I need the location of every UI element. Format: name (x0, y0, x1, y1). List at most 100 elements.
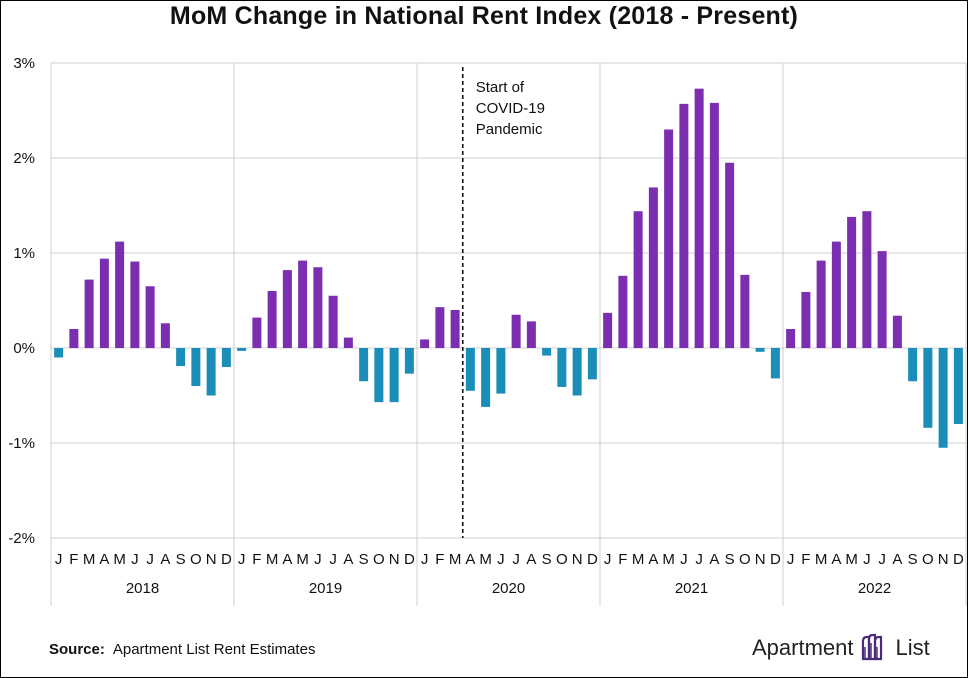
month-tick-label: M (266, 551, 279, 568)
year-label: 2022 (858, 580, 891, 597)
bar (221, 348, 231, 367)
bar (404, 348, 414, 374)
bar (511, 314, 521, 348)
bar (313, 267, 323, 348)
grid-layer (50, 62, 967, 606)
month-tick-label: N (938, 551, 949, 568)
month-tick-label: N (572, 551, 583, 568)
month-tick-label: S (542, 551, 552, 568)
month-tick-label: J (878, 551, 886, 568)
bar (435, 307, 445, 348)
bar (557, 348, 567, 387)
y-tick-label: 3% (13, 55, 35, 72)
bar (770, 348, 780, 379)
bar (633, 211, 643, 348)
month-tick-label: F (801, 551, 810, 568)
month-tick-label: A (831, 551, 841, 568)
month-tick-label: M (845, 551, 858, 568)
year-label: 2021 (675, 580, 708, 597)
month-tick-label: D (404, 551, 415, 568)
month-tick-label: J (604, 551, 612, 568)
year-label: 2020 (492, 580, 525, 597)
bar (587, 348, 597, 380)
bar (862, 211, 872, 348)
month-tick-label: A (648, 551, 658, 568)
month-tick-label: N (206, 551, 217, 568)
bar (664, 129, 674, 348)
bar (725, 162, 735, 348)
month-tick-label: A (709, 551, 719, 568)
month-tick-label: A (343, 551, 353, 568)
y-tick-label: 1% (13, 245, 35, 262)
month-tick-label: M (632, 551, 645, 568)
bar (740, 274, 750, 348)
year-label: 2018 (126, 580, 159, 597)
month-tick-label: O (556, 551, 568, 568)
bar (267, 291, 277, 348)
month-tick-label: M (296, 551, 309, 568)
bar (679, 103, 689, 348)
bar (542, 348, 552, 356)
month-tick-label: N (755, 551, 766, 568)
month-tick-label: J (497, 551, 505, 568)
bar (877, 251, 887, 348)
month-tick-label: D (953, 551, 964, 568)
month-tick-label: J (314, 551, 322, 568)
annotation-layer: Start of COVID-19 Pandemic (461, 67, 545, 538)
month-tick-label: D (770, 551, 781, 568)
bar (374, 348, 384, 403)
bar (115, 241, 125, 348)
y-tick-label: 0% (13, 340, 35, 357)
month-tick-label: S (176, 551, 186, 568)
month-tick-label: M (479, 551, 492, 568)
month-tick-label: D (587, 551, 598, 568)
bar (481, 348, 491, 407)
month-tick-label: A (99, 551, 109, 568)
month-tick-label: M (662, 551, 675, 568)
bar (618, 275, 628, 348)
month-tick-label: M (113, 551, 126, 568)
year-label: 2019 (309, 580, 342, 597)
bar (801, 291, 811, 348)
bar (938, 348, 948, 448)
bar (145, 286, 155, 348)
bar (176, 348, 186, 367)
bar (343, 337, 353, 348)
bar (160, 323, 170, 348)
month-tick-label: J (329, 551, 337, 568)
bar (465, 348, 475, 391)
y-tick-label: -2% (8, 530, 35, 547)
month-tick-label: F (618, 551, 627, 568)
y-tick-label: -1% (8, 435, 35, 452)
month-tick-label: J (695, 551, 703, 568)
bar (359, 348, 369, 382)
bar (953, 348, 963, 424)
bar (252, 317, 262, 348)
bar (420, 339, 430, 348)
logo-word-list: List (895, 635, 930, 660)
bar (450, 310, 460, 348)
bar (298, 260, 308, 348)
annotation-label: Start of (476, 79, 525, 96)
bar (496, 348, 506, 394)
month-tick-label: O (190, 551, 202, 568)
bar (847, 216, 857, 348)
bar (694, 88, 704, 349)
bar (572, 348, 582, 396)
bar (389, 348, 399, 403)
month-tick-label: N (389, 551, 400, 568)
bar (206, 348, 216, 396)
building-icon (861, 633, 882, 661)
month-tick-label: M (83, 551, 96, 568)
source-text: Apartment List Rent Estimates (112, 641, 316, 658)
bar (648, 187, 658, 348)
month-tick-label: S (725, 551, 735, 568)
month-tick-label: F (435, 551, 444, 568)
bar (328, 295, 338, 348)
bar (191, 348, 201, 386)
month-tick-label: O (922, 551, 934, 568)
bar (755, 348, 765, 352)
month-tick-label: M (449, 551, 462, 568)
